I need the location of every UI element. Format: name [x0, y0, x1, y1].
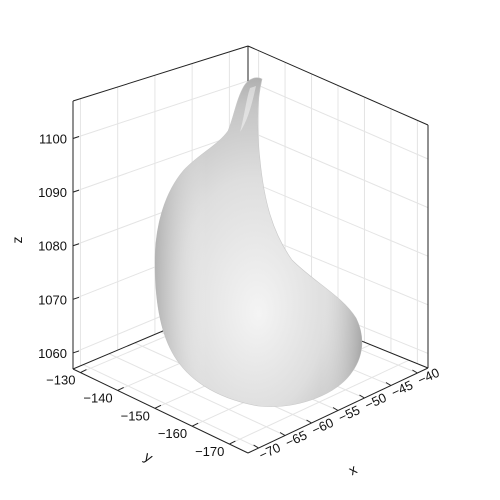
y-axis-title: y: [141, 448, 155, 465]
x-tick: [253, 444, 259, 449]
z-tick-label: 1090: [38, 185, 67, 200]
box-back-edge: [72, 45, 249, 102]
x-tick-label: −50: [362, 390, 388, 413]
y-tick-label: −170: [195, 444, 224, 459]
z-axis-title: z: [9, 237, 25, 244]
x-tick-label: −40: [415, 365, 441, 388]
y-tick: [154, 404, 162, 409]
z-tick: [72, 189, 80, 193]
x-tick-label: −65: [283, 427, 309, 450]
x-tick: [359, 394, 365, 399]
x-gridline-floor: [108, 353, 286, 436]
x-tick-label: −45: [389, 377, 415, 400]
z-tick-label: 1060: [38, 346, 67, 361]
y-tick: [80, 369, 87, 374]
x-tick: [412, 369, 418, 374]
z-tick: [72, 136, 80, 139]
x-tick-label: −60: [309, 415, 335, 438]
y-tick: [117, 386, 124, 391]
box-back-edge: [247, 45, 429, 126]
surface-shading: [155, 77, 362, 407]
axis-labels: 1060 1070 1080 1090 1100 −130 −140 −150 −160 −170…: [9, 132, 442, 479]
z-tick-label: 1080: [38, 239, 67, 254]
box-front-edge: [72, 368, 249, 454]
y-tick-label: −130: [46, 373, 75, 388]
y-tick: [229, 440, 236, 445]
x-tick-label: −55: [336, 402, 362, 425]
x-tick: [332, 407, 339, 411]
y-tick-label: −150: [121, 408, 150, 423]
x-tick: [279, 432, 286, 436]
x-axis-title: x: [346, 461, 360, 478]
z-tick-label: 1100: [39, 132, 67, 147]
x-gridline-floor: [83, 364, 259, 449]
surface-tip-highlight: [240, 86, 256, 132]
x-tick: [385, 382, 392, 386]
x-tick: [306, 419, 312, 424]
x-tick-label: −70: [257, 440, 283, 463]
z-tick: [72, 296, 80, 300]
z-tick: [72, 243, 80, 247]
y-tick-label: −140: [83, 390, 112, 405]
y-tick-label: −160: [158, 426, 187, 441]
axes-frame: [72, 101, 429, 454]
y-gridline-floor: [229, 359, 410, 445]
z-tick-label: 1070: [38, 292, 67, 307]
z-tick: [72, 350, 80, 354]
teardrop-surface: [154, 77, 363, 407]
y-tick: [191, 422, 199, 427]
